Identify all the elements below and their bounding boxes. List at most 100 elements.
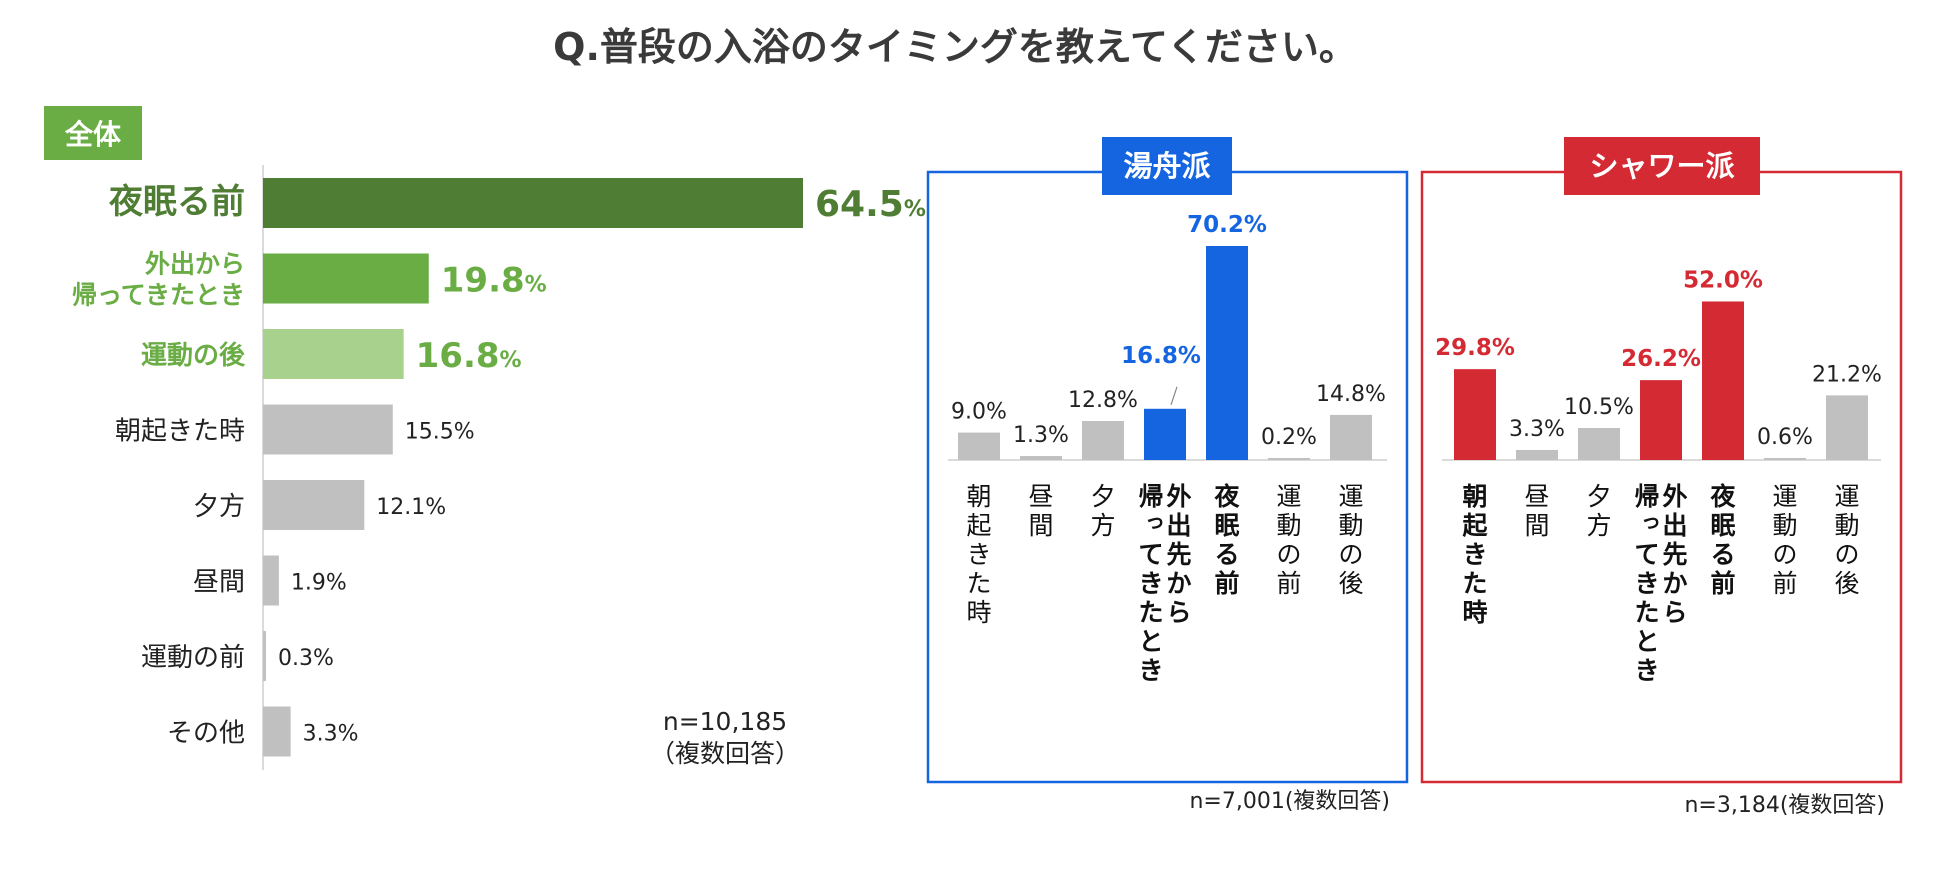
red-category-char: 前 [1710, 569, 1735, 598]
overall-category-label: 夜眠る前 [108, 182, 245, 222]
blue-bar [1020, 456, 1062, 460]
chart-title: Q.普段の入浴のタイミングを教えてください。 [553, 25, 1357, 69]
blue-value-label: 16.8% [1121, 343, 1201, 369]
red-category-char: き [1634, 569, 1659, 598]
blue-category-char: 昼 [1028, 482, 1053, 511]
blue-value-label: 14.8% [1316, 382, 1386, 407]
red-category-char: 動 [1834, 511, 1859, 540]
blue-category-char: 後 [1338, 569, 1363, 598]
overall-bar [263, 329, 404, 379]
overall-bar [263, 253, 429, 304]
red-category-char: っ [1641, 509, 1661, 533]
red-bar [1578, 427, 1620, 460]
blue-category-char: 先 [1166, 540, 1191, 569]
overall-category-label: その他 [167, 719, 245, 749]
overall-n-note: （複数回答） [650, 739, 800, 768]
blue-n-label: n=7,001(複数回答) [1189, 789, 1390, 814]
blue-category-char: 動 [1338, 511, 1363, 540]
red-category-char: 運 [1772, 482, 1797, 511]
red-bar [1516, 449, 1558, 460]
red-category-char: 昼 [1524, 482, 1549, 511]
blue-panel-tag-label: 湯舟派 [1123, 149, 1210, 183]
overall-category-label: 運動の後 [141, 340, 246, 371]
overall-value-label: 12.1% [376, 495, 446, 520]
red-value-label: 21.2% [1812, 362, 1882, 387]
red-category-char: き [1634, 656, 1659, 685]
red-value-label: 0.6% [1757, 425, 1813, 450]
blue-category-char: 動 [1276, 511, 1301, 540]
blue-category-char: っ [1145, 509, 1165, 533]
red-category-char: 運 [1834, 482, 1859, 511]
blue-bar [1206, 246, 1248, 460]
overall-value-label: 0.3% [278, 646, 334, 671]
blue-value-label: 9.0% [951, 400, 1007, 425]
blue-category-char: 帰 [1138, 482, 1163, 511]
red-category-char: て [1634, 540, 1659, 569]
blue-category-char: 時 [966, 598, 991, 627]
red-category-char: 眠 [1710, 511, 1735, 540]
red-value-label: 26.2% [1621, 346, 1701, 372]
red-panel-frame [1420, 170, 1903, 784]
blue-category-char: た [966, 569, 991, 598]
blue-category-char: 夜 [1213, 482, 1240, 511]
red-category-char: ら [1662, 598, 1687, 627]
red-category-char: 外 [1662, 482, 1687, 511]
red-category-char: か [1662, 569, 1687, 598]
blue-category-char: の [1338, 540, 1363, 569]
overall-category-label: 昼間 [193, 568, 245, 598]
overall-bar [263, 404, 393, 455]
blue-panel-tag-box [1102, 137, 1232, 195]
overall-value-label: 1.9% [291, 571, 347, 596]
overall-category-label: 外出から [145, 250, 245, 279]
red-value-label: 29.8% [1435, 335, 1515, 361]
blue-category-char: 方 [1090, 511, 1115, 540]
red-n-label: n=3,184(複数回答) [1684, 793, 1885, 818]
blue-category-char: 外 [1166, 482, 1191, 511]
blue-category-char: る [1214, 540, 1239, 569]
red-value-label: 52.0% [1683, 267, 1763, 293]
red-category-char: る [1710, 540, 1735, 569]
blue-category-char: き [1138, 569, 1163, 598]
overall-value-label: 3.3% [303, 722, 359, 747]
red-category-char: の [1834, 540, 1859, 569]
blue-value-label: 0.2% [1261, 425, 1317, 450]
blue-category-char: き [966, 540, 991, 569]
overall-tag-label: 全体 [64, 118, 122, 151]
overall-category-label: 帰ってきたとき [72, 281, 245, 310]
overall-value-label: 64.5% [815, 184, 926, 225]
red-category-char: 間 [1524, 511, 1549, 540]
red-category-char: 夜 [1709, 482, 1736, 511]
red-category-char: 朝 [1462, 482, 1487, 511]
blue-category-char: と [1138, 627, 1163, 656]
blue-category-char: 起 [966, 511, 991, 540]
overall-value-label: 16.8% [416, 336, 522, 376]
blue-category-char: 夕 [1090, 482, 1115, 511]
red-panel-tag-box [1564, 137, 1760, 195]
overall-n-label: n=10,185 [663, 707, 787, 736]
blue-value-label: 12.8% [1068, 388, 1138, 413]
overall-category-label: 運動の前 [141, 643, 245, 673]
red-category-char: た [1462, 569, 1487, 598]
red-bar [1640, 380, 1682, 460]
red-bar [1454, 369, 1496, 460]
blue-bar [958, 432, 1000, 460]
blue-bar [1144, 408, 1186, 460]
red-category-char: き [1462, 540, 1487, 569]
red-category-char: と [1634, 627, 1659, 656]
red-category-char: 前 [1772, 569, 1797, 598]
red-category-char: 夕 [1586, 482, 1611, 511]
red-category-char: 帰 [1634, 482, 1659, 511]
red-bar [1826, 395, 1868, 460]
blue-category-char: 運 [1338, 482, 1363, 511]
blue-category-char: 眠 [1214, 511, 1239, 540]
overall-tag-box [44, 106, 142, 160]
red-value-label: 10.5% [1564, 395, 1634, 420]
red-category-char: 動 [1772, 511, 1797, 540]
red-value-label: 3.3% [1509, 417, 1565, 442]
blue-category-char: 運 [1276, 482, 1301, 511]
red-bar [1764, 458, 1806, 460]
blue-bar [1082, 420, 1124, 460]
blue-bar [1330, 414, 1372, 460]
red-panel-tag-label: シャワー派 [1589, 149, 1734, 183]
blue-category-char: て [1138, 540, 1163, 569]
